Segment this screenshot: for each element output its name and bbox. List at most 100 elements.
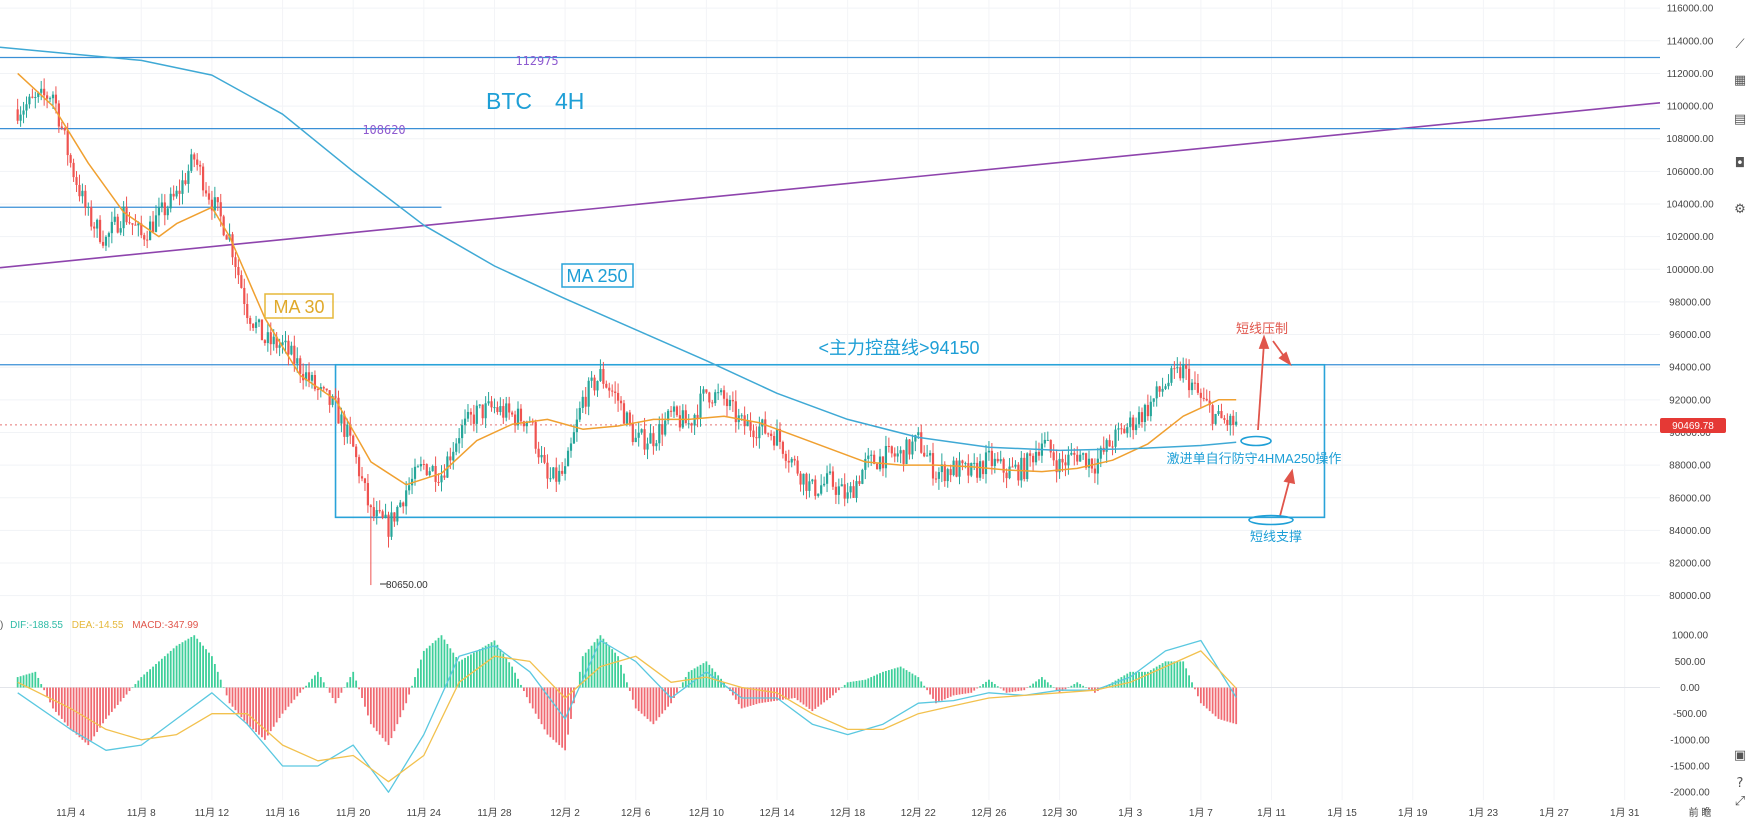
macd-bar xyxy=(820,687,823,705)
candle-body xyxy=(561,470,564,474)
candle-body xyxy=(481,404,484,419)
candle-body xyxy=(640,429,643,433)
price-tick-label: 108000.00 xyxy=(1666,134,1714,145)
macd-bar xyxy=(1011,687,1014,692)
candle-body xyxy=(405,490,408,507)
chart-line-icon[interactable]: ⟋ xyxy=(1735,37,1745,52)
candle-body xyxy=(45,95,49,99)
layers-icon[interactable]: ▤ xyxy=(1733,112,1747,127)
macd-bar xyxy=(767,687,770,702)
candle-body xyxy=(631,423,634,443)
time-tick-label: 11月 24 xyxy=(407,807,442,819)
candle-body xyxy=(187,170,190,184)
time-tick-label: 1月 23 xyxy=(1469,807,1499,819)
candle-body xyxy=(1046,439,1049,441)
macd-bar xyxy=(885,670,887,688)
candle-body xyxy=(296,358,299,364)
macd-bar xyxy=(808,687,811,709)
candle-body xyxy=(555,467,558,482)
macd-bar xyxy=(428,645,431,688)
candle-body xyxy=(1076,454,1079,462)
candle-body xyxy=(605,383,608,388)
candle-body xyxy=(1005,472,1008,479)
candle-body xyxy=(540,454,543,458)
price-tick-label: 116000.00 xyxy=(1667,4,1714,15)
macd-bar xyxy=(1202,687,1205,706)
macd-bar xyxy=(973,687,976,691)
candle-body xyxy=(867,455,870,459)
candle-body xyxy=(287,340,290,355)
time-axis[interactable]: 11月 4 11月 8 11月 12 11月 16 11月 20 11月 24 11月 28… xyxy=(56,807,1640,819)
settings-icon[interactable]: ⚙ xyxy=(1734,202,1746,217)
current-price-tag: 90469.78 xyxy=(1660,418,1726,433)
candle-body xyxy=(569,443,573,451)
bot-icon[interactable]: ◘ xyxy=(1734,156,1746,171)
candle-body xyxy=(151,221,155,232)
candle-body xyxy=(1193,382,1197,384)
macd-bar xyxy=(955,687,958,695)
candle-body xyxy=(69,155,72,163)
macd-bar xyxy=(1079,684,1082,688)
macd-bar xyxy=(78,687,81,738)
macd-bar xyxy=(558,687,561,746)
candle-body xyxy=(625,412,629,424)
candle-body xyxy=(543,454,546,463)
candle-body xyxy=(690,423,693,426)
candle-body xyxy=(976,462,979,478)
macd-bar xyxy=(22,675,25,688)
macd-bar xyxy=(1188,675,1190,688)
macd-bar xyxy=(60,687,63,719)
macd-bar xyxy=(508,662,511,688)
time-tick-label: 12月 14 xyxy=(760,807,795,819)
macd-bar xyxy=(108,687,110,716)
candle-body xyxy=(349,424,352,436)
macd-bar xyxy=(1073,684,1076,688)
candle-body xyxy=(1167,382,1170,387)
macd-bar xyxy=(829,687,831,698)
macd-bar xyxy=(523,687,525,692)
candle-body xyxy=(652,433,655,447)
macd-tick-label: -1000.00 xyxy=(1670,735,1710,746)
candle-body xyxy=(307,372,311,381)
candle-body xyxy=(1137,412,1141,425)
price-tick-label: 94000.00 xyxy=(1669,363,1711,374)
candle-body xyxy=(508,403,511,413)
candle-body xyxy=(767,433,770,435)
macd-bar xyxy=(417,668,419,688)
price-axis[interactable]: 116000.00 114000.00 112000.00 110000.00 1080… xyxy=(1666,4,1714,603)
macd-bar xyxy=(216,671,219,688)
candle-body xyxy=(19,114,22,121)
candle-body xyxy=(964,463,967,465)
candle-body xyxy=(987,450,991,453)
time-tick-label: 1月 31 xyxy=(1610,807,1640,819)
candle-body xyxy=(146,239,149,241)
candle-body xyxy=(664,420,667,435)
macd-bar xyxy=(752,687,755,705)
time-tick-label: 11月 16 xyxy=(265,807,300,819)
candle-body xyxy=(758,426,761,439)
candle-body xyxy=(322,387,325,389)
candle-body xyxy=(622,403,626,424)
candle-body xyxy=(823,483,826,486)
help-icon[interactable]: ? xyxy=(1736,776,1744,791)
macd-bar xyxy=(837,687,840,691)
macd-bar xyxy=(314,675,316,688)
macd-bar xyxy=(52,687,54,709)
candle-body xyxy=(310,374,314,381)
candle-body xyxy=(199,164,202,167)
grid-icon[interactable]: ▣ xyxy=(1733,748,1747,763)
candle-body xyxy=(596,380,599,391)
candle-body xyxy=(75,177,78,185)
candle-body xyxy=(1026,453,1029,480)
calendar-icon[interactable]: ▦ xyxy=(1733,73,1747,88)
candle-body xyxy=(87,207,90,209)
time-axis-extra[interactable]: 前 瞻 xyxy=(1689,806,1712,819)
macd-bar xyxy=(520,684,522,688)
macd-bar xyxy=(449,648,452,688)
macd-bar xyxy=(923,685,926,688)
macd-bar xyxy=(1149,670,1152,688)
expand-icon[interactable]: ⤢ xyxy=(1734,794,1746,809)
macd-bar xyxy=(1029,685,1032,688)
macd-bar xyxy=(1041,677,1043,688)
